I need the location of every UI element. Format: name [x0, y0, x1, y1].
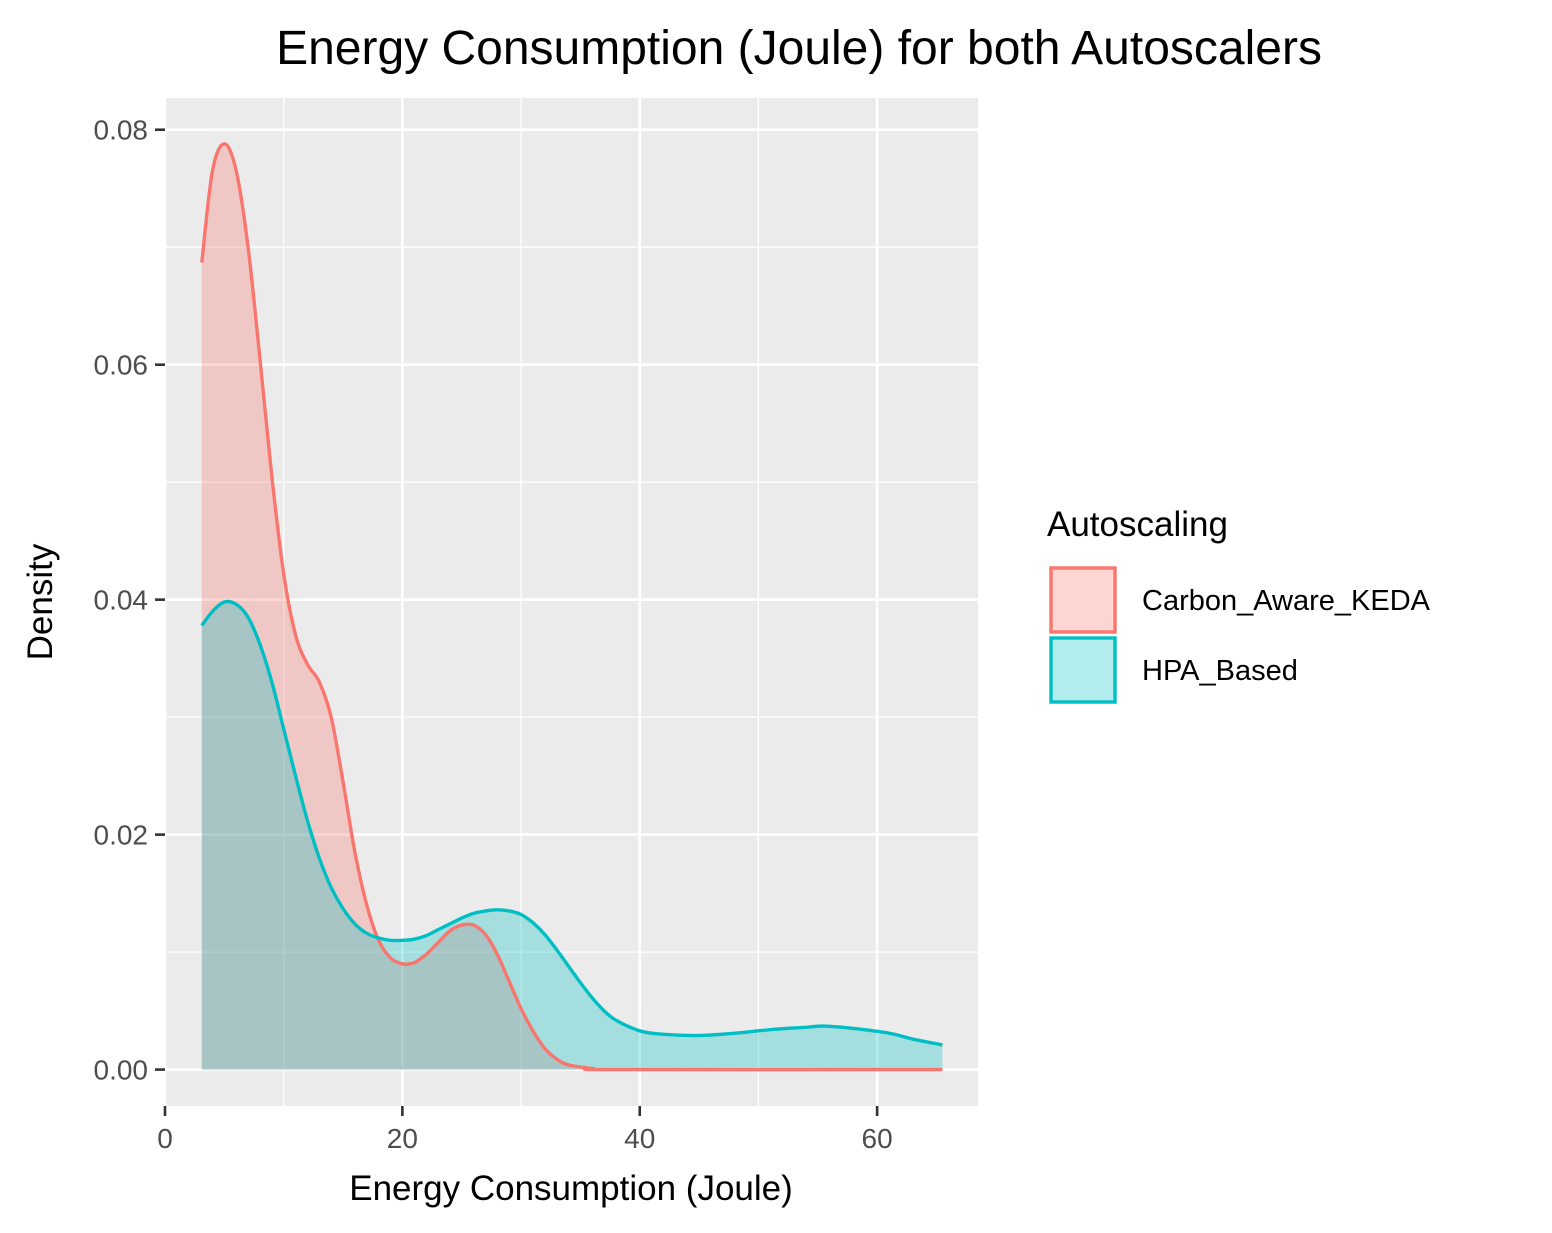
- y-tick-label: 0.04: [94, 585, 149, 616]
- legend: Autoscaling Carbon_Aware_KEDA HPA_Based: [1047, 505, 1431, 704]
- x-tick-label: 20: [387, 1123, 418, 1154]
- y-tick-label: 0.00: [94, 1055, 149, 1086]
- x-tick-label: 60: [862, 1123, 893, 1154]
- density-line-hpa-based: [200, 599, 943, 1047]
- x-tick-label: 0: [157, 1123, 173, 1154]
- legend-label: HPA_Based: [1142, 655, 1298, 687]
- legend-swatch-hpa-based: [1049, 636, 1117, 704]
- plot-panel: [165, 98, 978, 1106]
- legend-key-background: [1049, 566, 1117, 634]
- density-area-carbon-aware-keda: [201, 143, 943, 1070]
- legend-key-background: [1049, 636, 1117, 704]
- y-tick-label: 0.02: [94, 820, 149, 851]
- y-axis: 0.00 0.02 0.04 0.06 0.08: [94, 115, 165, 1086]
- x-tick-label: 40: [624, 1123, 655, 1154]
- legend-swatch-carbon-aware-keda: [1049, 566, 1117, 634]
- chart-title: Energy Consumption (Joule) for both Auto…: [276, 22, 1322, 75]
- y-tick-label: 0.08: [94, 115, 149, 146]
- minor-grid: [165, 98, 978, 1106]
- major-grid: [163, 98, 978, 1106]
- legend-label: Carbon_Aware_KEDA: [1142, 585, 1431, 617]
- legend-title: Autoscaling: [1047, 505, 1228, 544]
- x-axis-title: Energy Consumption (Joule): [349, 1169, 793, 1208]
- density-line-carbon-aware-keda: [200, 142, 943, 1072]
- y-tick-label: 0.06: [94, 350, 149, 381]
- x-axis: 0 20 40 60: [157, 1106, 893, 1154]
- y-axis-title: Density: [21, 543, 60, 660]
- series-layer: [200, 142, 943, 1072]
